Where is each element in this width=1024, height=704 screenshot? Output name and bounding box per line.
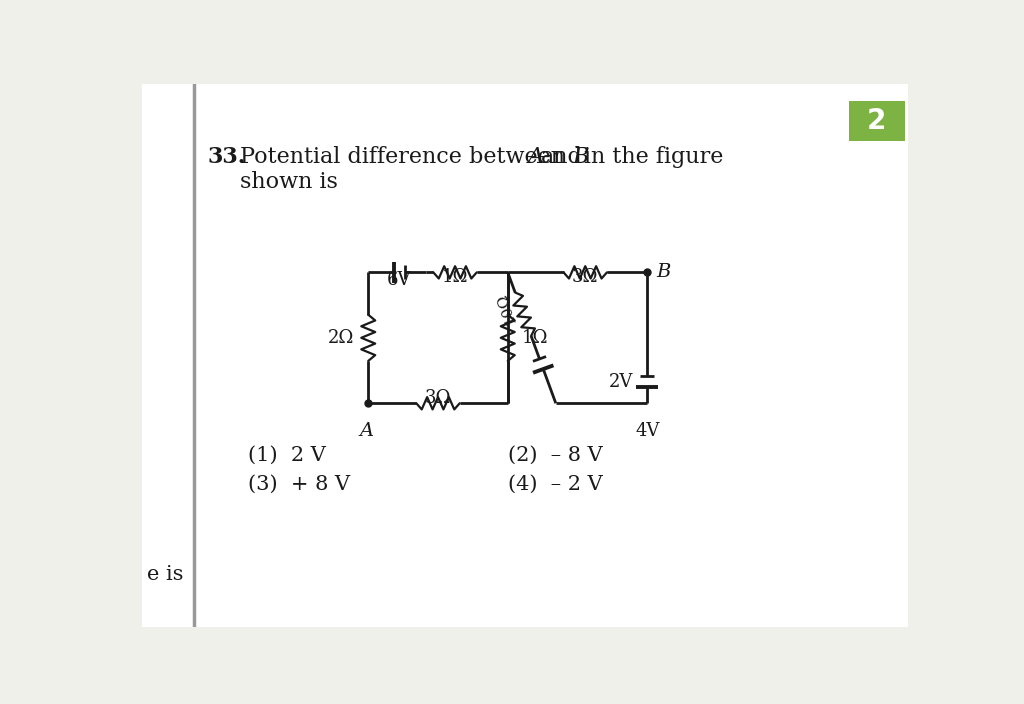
Text: (2)  – 8 V: (2) – 8 V — [508, 446, 602, 465]
Text: 2V: 2V — [608, 372, 633, 391]
Text: 33.: 33. — [208, 146, 246, 168]
Text: 3Ω: 3Ω — [425, 389, 452, 408]
Text: 10Ω: 10Ω — [494, 291, 518, 325]
Text: B: B — [656, 263, 671, 282]
Text: (1)  2 V: (1) 2 V — [248, 446, 326, 465]
Text: (4)  – 2 V: (4) – 2 V — [508, 474, 602, 494]
Text: 4V: 4V — [635, 422, 659, 440]
Text: A: A — [528, 146, 544, 168]
Text: 1Ω: 1Ω — [521, 329, 548, 347]
Text: e is: e is — [147, 565, 184, 584]
Text: (3)  + 8 V: (3) + 8 V — [248, 474, 350, 494]
FancyBboxPatch shape — [849, 101, 904, 142]
Text: 3Ω: 3Ω — [572, 268, 598, 287]
Text: and: and — [541, 146, 583, 168]
Text: 2Ω: 2Ω — [328, 329, 354, 347]
Text: in the figure: in the figure — [585, 146, 724, 168]
Text: 6V: 6V — [387, 271, 412, 289]
FancyBboxPatch shape — [142, 84, 907, 627]
Text: 1Ω: 1Ω — [441, 268, 468, 287]
Text: A: A — [359, 422, 374, 440]
Text: B: B — [572, 146, 589, 168]
Text: shown is: shown is — [241, 171, 338, 194]
Text: Potential difference between: Potential difference between — [241, 146, 565, 168]
Text: 2: 2 — [867, 107, 887, 134]
